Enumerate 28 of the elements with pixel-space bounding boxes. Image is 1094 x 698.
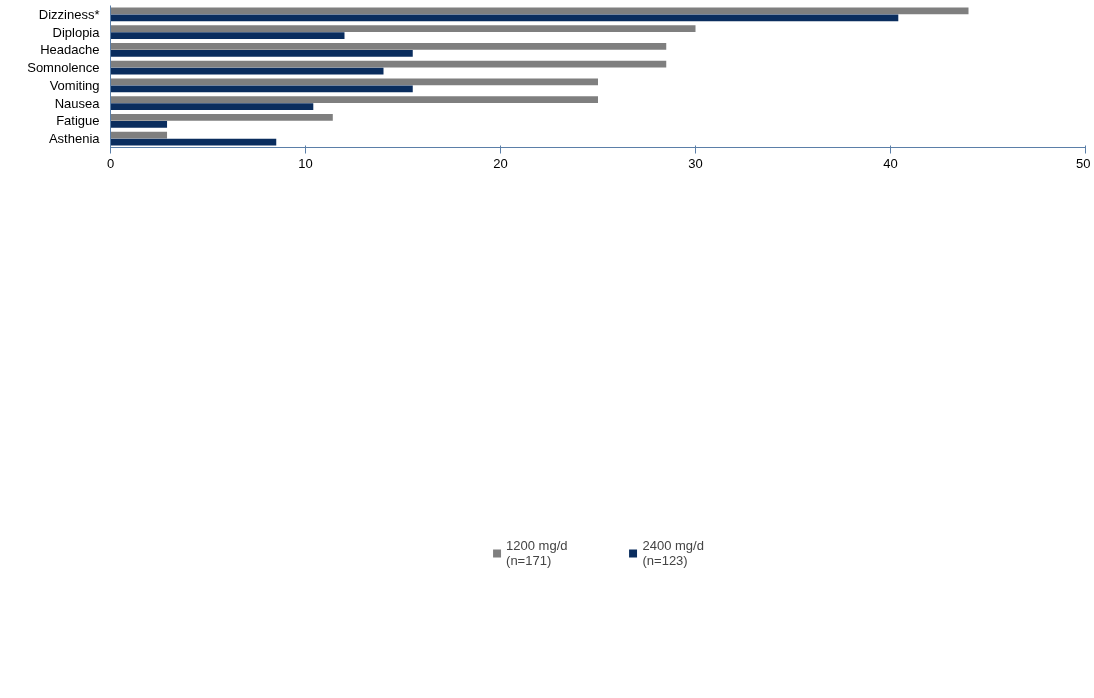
y-tick-label: Fatigue <box>56 113 100 129</box>
y-tick-label: Somnolence <box>27 60 100 76</box>
bar <box>110 67 384 75</box>
x-tick-label: 50 <box>1076 155 1091 171</box>
bar <box>110 7 969 15</box>
bar <box>110 113 333 121</box>
legend-label: 2400 mg/d (n=123) <box>642 537 704 568</box>
bar <box>110 138 277 146</box>
bar <box>110 96 598 103</box>
y-tick-label: Headache <box>40 42 100 58</box>
bar <box>110 42 667 50</box>
x-tick-label: 40 <box>883 155 898 171</box>
y-tick-label: Diplopia <box>52 24 101 40</box>
bar <box>110 121 168 128</box>
y-tick-label: Dizziness* <box>38 6 100 22</box>
bar <box>110 50 413 57</box>
bar <box>110 25 696 32</box>
legend-label: 1200 mg/d (n=171) <box>506 537 568 568</box>
bar <box>110 32 345 40</box>
x-tick-label: 0 <box>106 155 115 171</box>
x-tick-label: 10 <box>298 155 313 171</box>
x-tick-label: 30 <box>688 155 703 171</box>
y-tick-label: Asthenia <box>48 131 101 147</box>
x-tick-label: 20 <box>493 155 508 171</box>
y-tick-label: Nausea <box>54 95 101 111</box>
bar <box>110 78 598 86</box>
bar <box>110 103 314 111</box>
y-tick-label: Vomiting <box>49 77 100 93</box>
